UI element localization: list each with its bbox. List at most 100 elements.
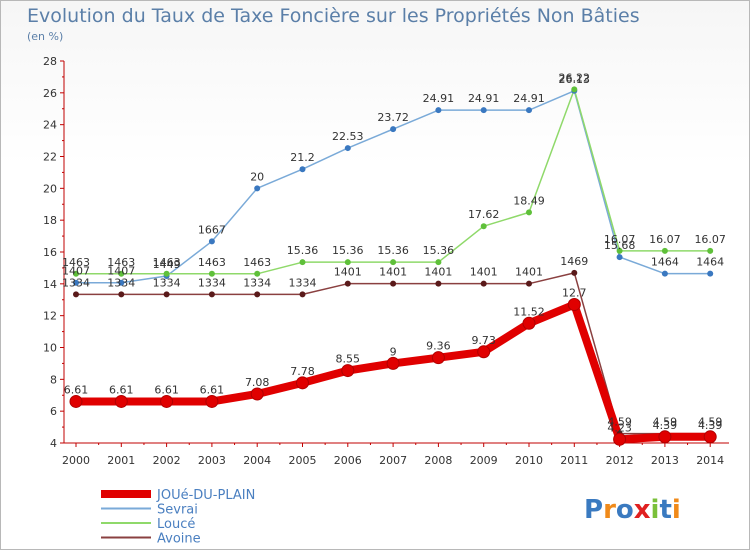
data-point — [480, 280, 487, 287]
data-point — [658, 430, 672, 444]
data-label: 7.08 — [245, 376, 270, 389]
data-label: 1667 — [198, 223, 226, 236]
y-tick-label: 18 — [43, 214, 57, 227]
data-point — [299, 291, 306, 298]
data-label: 6.61 — [64, 383, 89, 396]
data-label: 1334 — [243, 276, 271, 289]
x-tick-label: 2009 — [470, 454, 498, 467]
data-point — [254, 291, 261, 298]
data-point — [344, 280, 351, 287]
data-label: 7.78 — [290, 365, 315, 378]
data-label: 23.72 — [377, 111, 409, 124]
x-tick-label: 2011 — [560, 454, 588, 467]
data-point — [163, 291, 170, 298]
data-point — [707, 247, 714, 254]
x-tick-label: 2003 — [198, 454, 226, 467]
data-point — [160, 394, 174, 408]
data-label: 24.91 — [513, 92, 545, 105]
data-point — [114, 394, 128, 408]
data-label: 1334 — [198, 276, 226, 289]
data-label: 16.07 — [604, 233, 636, 246]
data-point — [118, 291, 125, 298]
legend-label: Loucé — [157, 517, 195, 532]
data-point — [73, 279, 79, 286]
data-label: 24.91 — [468, 92, 500, 105]
data-point — [250, 387, 264, 401]
y-tick-label: 20 — [43, 182, 57, 195]
data-label: 1463 — [107, 256, 135, 269]
data-label: 15.36 — [287, 244, 319, 257]
data-point — [163, 270, 170, 277]
legend-label: Sevrai — [157, 503, 198, 518]
data-point — [526, 209, 532, 216]
data-label: 1334 — [62, 276, 90, 289]
chart-title: Evolution du Taux de Taxe Foncière sur l… — [27, 5, 640, 27]
y-tick-label: 22 — [43, 151, 57, 164]
data-label: 24.91 — [423, 92, 455, 105]
proxiti-logo: Proxiti — [584, 495, 681, 525]
data-label: 1407 — [62, 265, 90, 278]
data-point — [526, 107, 532, 114]
data-label: 20 — [250, 170, 264, 183]
data-point — [118, 279, 125, 286]
data-label: 4.39 — [653, 419, 678, 432]
x-tick-label: 2013 — [651, 454, 679, 467]
data-label: 15.36 — [423, 244, 455, 257]
data-point — [344, 259, 351, 266]
data-label: 16.07 — [649, 233, 681, 246]
x-tick-label: 2014 — [696, 454, 724, 467]
data-point — [208, 291, 215, 298]
data-label: 26.13 — [559, 73, 591, 86]
data-label: 6.61 — [200, 383, 225, 396]
data-point — [435, 107, 442, 114]
data-point — [205, 394, 219, 408]
y-tick-label: 26 — [43, 87, 57, 100]
data-label: 1463 — [243, 256, 271, 269]
data-label: 1463 — [153, 256, 181, 269]
data-label: 9.73 — [471, 334, 496, 347]
data-point — [435, 259, 442, 266]
data-label: 1463 — [62, 256, 90, 269]
data-label: 6.61 — [154, 383, 179, 396]
data-label: 1407 — [107, 265, 135, 278]
legend-label: Avoine — [157, 532, 201, 547]
data-point — [616, 247, 623, 254]
data-label: 6.61 — [109, 383, 134, 396]
legend-label: JOUé-DU-PLAIN — [156, 488, 255, 503]
data-point — [390, 280, 397, 287]
data-point — [707, 270, 714, 277]
data-label: 1464 — [651, 256, 679, 269]
data-point — [703, 430, 717, 444]
x-tick-label: 2002 — [153, 454, 181, 467]
y-tick-label: 14 — [43, 278, 57, 291]
data-label: 1449 — [153, 258, 181, 271]
data-point — [661, 270, 668, 277]
data-label: 1469 — [560, 255, 588, 268]
data-point — [390, 126, 397, 133]
data-point — [567, 298, 581, 312]
data-label: 4.39 — [698, 419, 723, 432]
data-point — [299, 259, 306, 266]
y-tick-label: 24 — [43, 119, 57, 132]
data-label: 1401 — [424, 266, 452, 279]
data-label: 17.62 — [468, 208, 500, 221]
data-label: 15.36 — [377, 244, 409, 257]
data-label: 9 — [390, 345, 397, 358]
chart-unit-label: (en %) — [27, 30, 64, 43]
data-label: 1464 — [696, 256, 724, 269]
data-label: 1463 — [198, 256, 226, 269]
data-point — [386, 356, 400, 370]
data-point — [344, 145, 351, 152]
x-tick-label: 2005 — [289, 454, 317, 467]
data-point — [480, 107, 487, 114]
data-label: 4.59 — [607, 416, 632, 429]
y-tick-label: 8 — [50, 373, 57, 386]
data-label: 18.49 — [513, 194, 545, 207]
data-point — [477, 345, 491, 359]
data-point — [208, 270, 215, 277]
data-label: 15.68 — [604, 239, 636, 252]
data-point — [208, 238, 215, 245]
data-point — [118, 270, 125, 277]
x-tick-label: 2000 — [62, 454, 90, 467]
x-tick-label: 2008 — [424, 454, 452, 467]
